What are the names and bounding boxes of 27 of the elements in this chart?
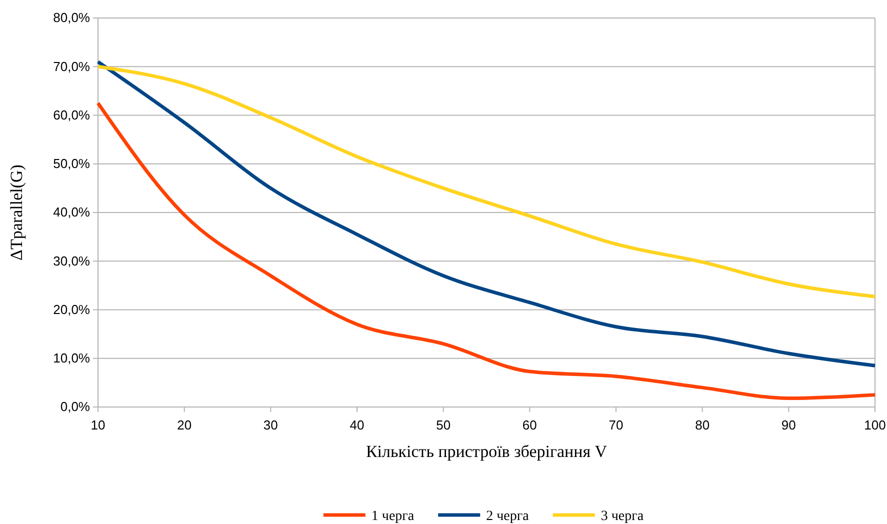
x-tick-label: 70: [608, 417, 624, 432]
x-tick-label: 10: [90, 417, 106, 432]
line-series: [96, 64, 877, 298]
y-tick-label: 60,0%: [53, 107, 90, 122]
x-axis-title: Кількість пристроїв зберігання V: [366, 442, 608, 461]
y-tick-label: 40,0%: [53, 204, 90, 220]
x-tick-label: 30: [263, 417, 278, 432]
y-tick-label: 0,0%: [60, 399, 90, 414]
x-tick-label: 100: [864, 417, 886, 432]
y-tick-label: 50,0%: [53, 156, 90, 172]
x-tick-label: 80: [695, 417, 710, 432]
y-tick-label: 10,0%: [53, 350, 90, 366]
legend-label: 3 черга: [600, 509, 644, 524]
legend-label: 1 черга: [371, 509, 415, 524]
x-tick-label: 20: [177, 417, 192, 432]
x-tick-label: 90: [781, 417, 796, 432]
line-series: [96, 60, 877, 368]
x-tick-label: 50: [436, 417, 451, 432]
y-tick-label: 80,0%: [53, 10, 90, 26]
y-tick-label: 30,0%: [53, 253, 90, 268]
x-tick-label: 60: [522, 417, 537, 432]
line-series: [96, 101, 877, 400]
x-tick-label: 40: [350, 417, 364, 432]
y-tick-label: 70,0%: [53, 58, 90, 74]
legend-label: 2 черга: [486, 509, 530, 524]
y-axis-title: ΔTparallel(G): [7, 164, 26, 260]
y-tick-label: 20,0%: [53, 302, 90, 317]
